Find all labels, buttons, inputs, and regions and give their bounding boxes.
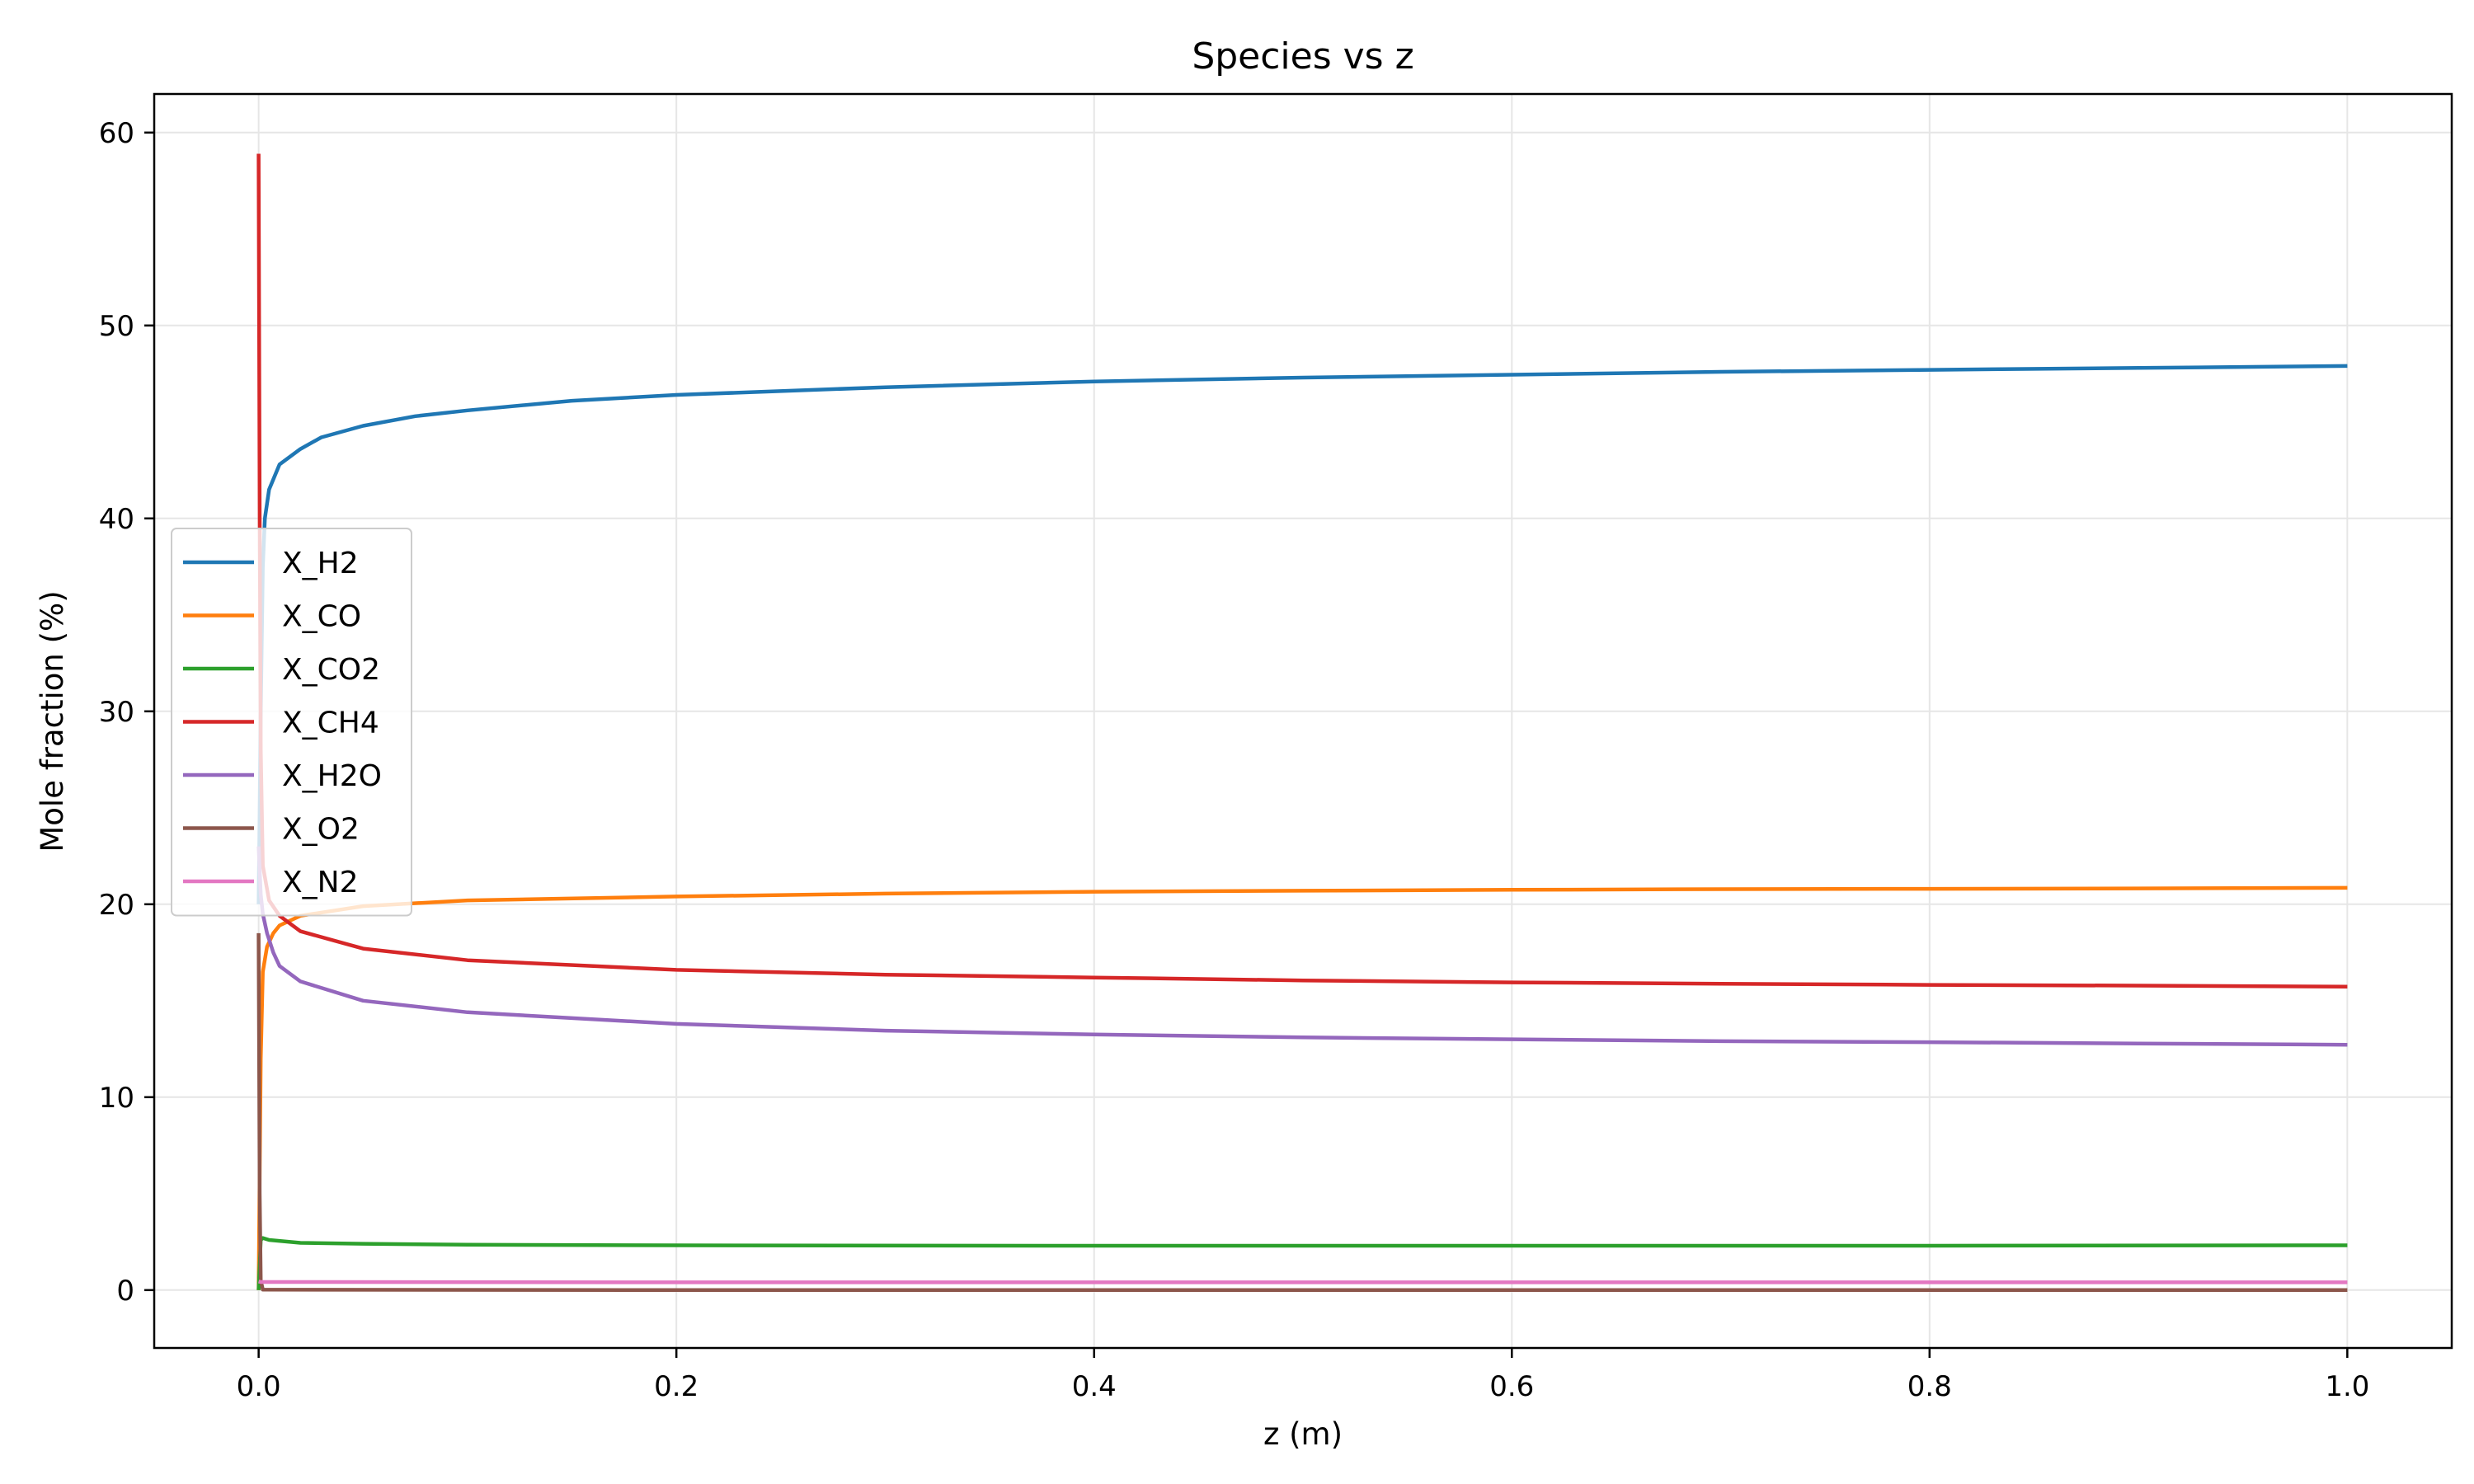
plot-frame [153, 92, 2453, 1350]
x-tick-label: 0.6 [1489, 1370, 1534, 1403]
y-tick-label: 50 [99, 310, 134, 343]
legend: X_H2 X_CO X_CO2 X_CH4 X_H2O X_O2 X_N2 [171, 528, 412, 917]
series-line-x-co2 [256, 1236, 2348, 1290]
y-tick-label: 20 [99, 889, 134, 922]
legend-label: X_CO [282, 600, 361, 634]
series-line-x-o2 [256, 932, 2348, 1293]
series-line-x-n2 [258, 1280, 2348, 1284]
y-tick-label: 30 [99, 696, 134, 729]
series-line-x-h2 [256, 364, 2348, 904]
y-axis-label: Mole fraction (%) [35, 590, 70, 852]
series-line-x-h2o [256, 846, 2348, 1047]
legend-label: X_O2 [282, 813, 360, 847]
legend-label: X_CH4 [282, 707, 379, 740]
series-line-x-co [256, 885, 2348, 1290]
y-tick-label: 0 [116, 1275, 134, 1308]
x-axis-label: z (m) [1263, 1416, 1343, 1452]
legend-label: X_H2O [282, 759, 382, 793]
y-axis: 0 10 20 30 40 50 60 [99, 117, 154, 1308]
y-tick-label: 10 [99, 1082, 134, 1115]
plot-area [256, 153, 2348, 1293]
x-tick-label: 0.8 [1907, 1370, 1952, 1403]
y-tick-label: 60 [99, 117, 134, 150]
legend-label: X_N2 [282, 866, 359, 899]
legend-box [171, 528, 412, 917]
chart-title: Species vs z [1192, 35, 1413, 77]
x-tick-label: 0.2 [654, 1370, 698, 1403]
x-tick-label: 0.4 [1072, 1370, 1117, 1403]
x-tick-label: 1.0 [2325, 1370, 2369, 1403]
x-axis: 0.0 0.2 0.4 0.6 0.8 1.0 [237, 1348, 2369, 1403]
y-tick-label: 40 [99, 503, 134, 536]
legend-label: X_CO2 [282, 653, 380, 687]
legend-label: X_H2 [282, 547, 359, 580]
x-tick-label: 0.0 [237, 1370, 281, 1403]
